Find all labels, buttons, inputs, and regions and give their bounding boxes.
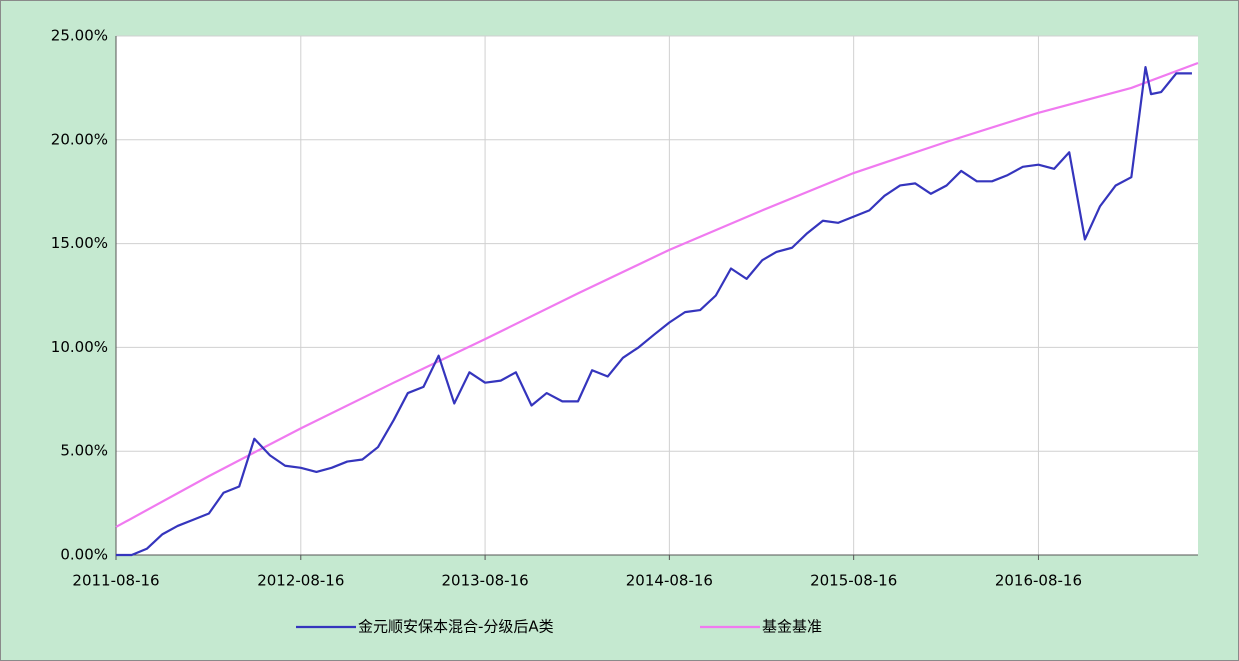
y-tick-label: 15.00% <box>51 234 108 252</box>
x-tick-label: 2012-08-16 <box>257 572 344 590</box>
y-tick-label: 25.00% <box>51 27 108 45</box>
plot-area <box>116 36 1198 555</box>
series-line <box>116 66 1192 557</box>
x-tick-label: 2011-08-16 <box>72 572 159 590</box>
x-tick-label: 2016-08-16 <box>995 572 1082 590</box>
x-tick-label: 2015-08-16 <box>810 572 897 590</box>
y-tick-label: 20.00% <box>51 130 108 148</box>
x-tick-label: 2014-08-16 <box>626 572 713 590</box>
legend-label: 金元顺安保本混合-分级后A类 <box>358 618 554 636</box>
x-tick-label: 2013-08-16 <box>441 572 528 590</box>
y-tick-label: 5.00% <box>60 442 108 460</box>
series-line <box>115 61 1199 528</box>
y-tick-label: 0.00% <box>60 546 108 564</box>
legend-label: 基金基准 <box>762 618 822 636</box>
y-tick-label: 10.00% <box>51 338 108 356</box>
